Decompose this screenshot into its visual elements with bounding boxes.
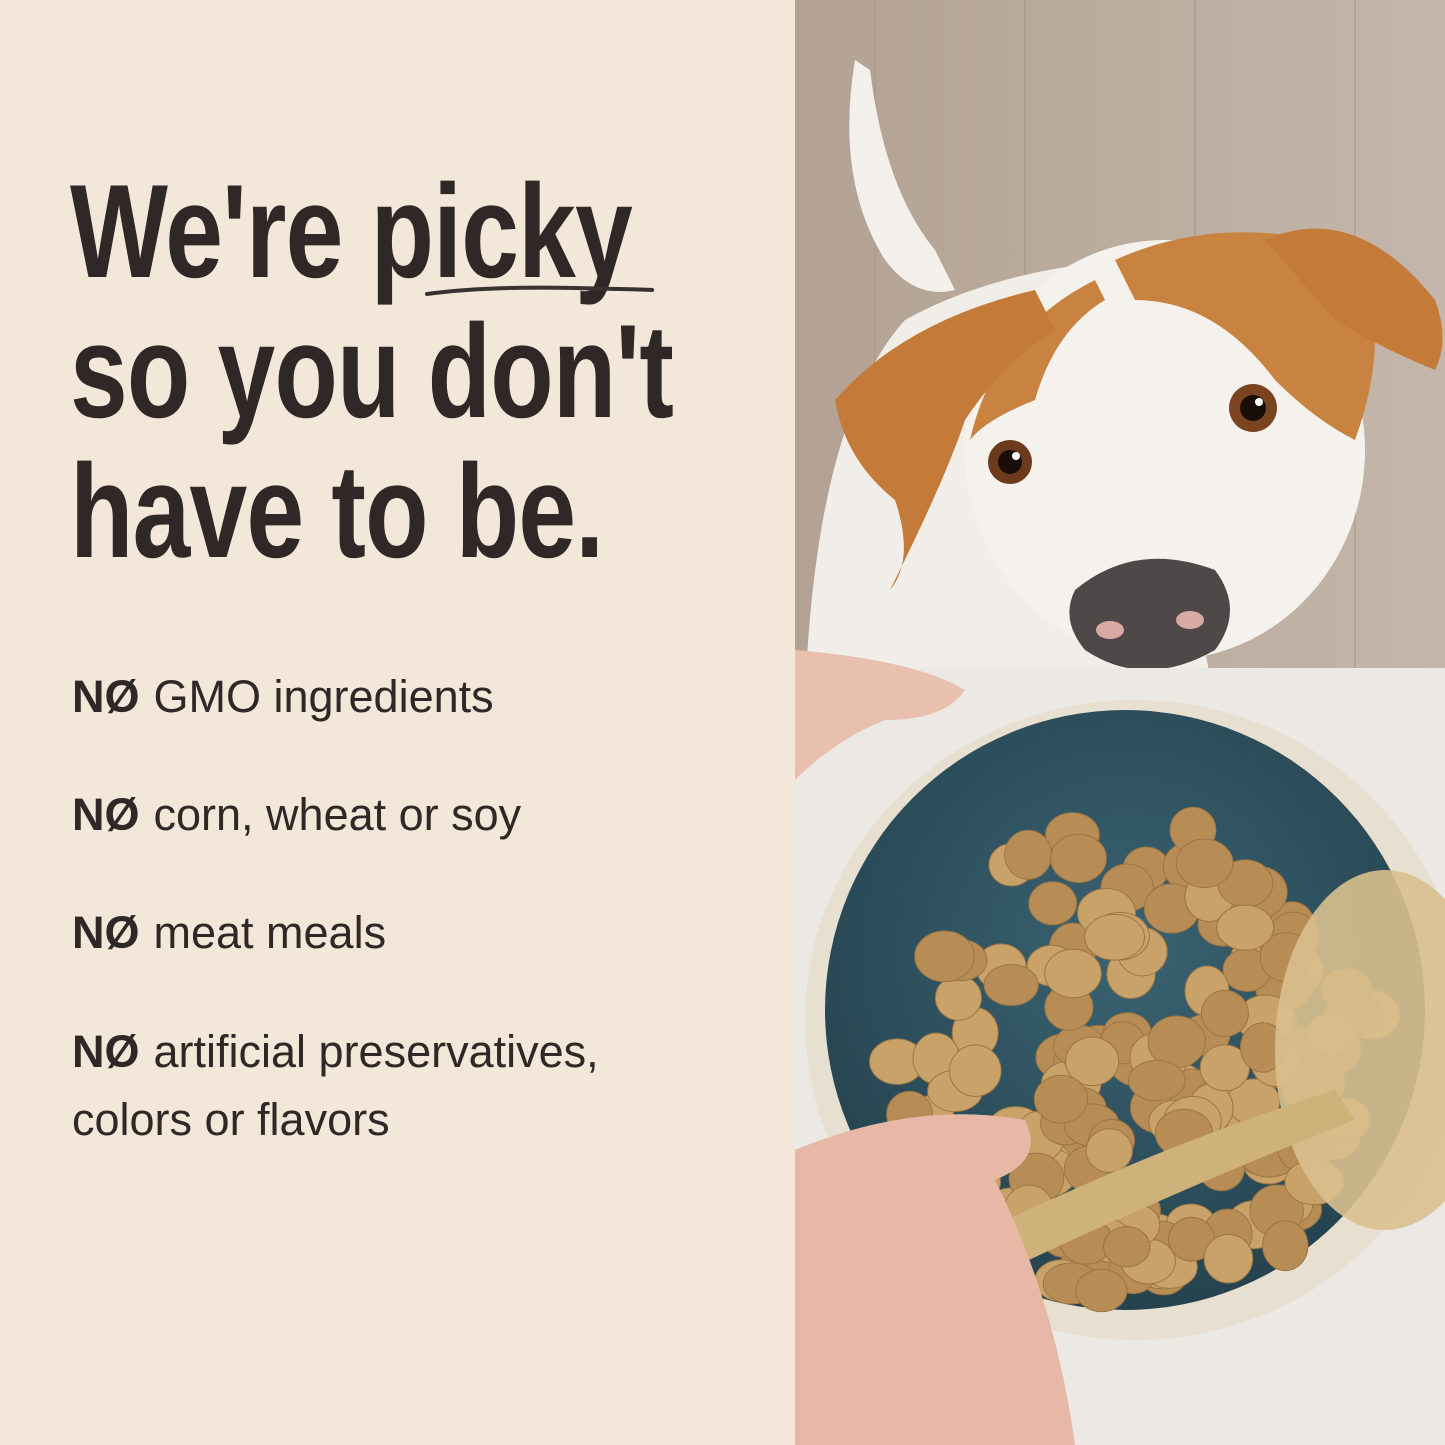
no-prefix: NØ bbox=[72, 1026, 140, 1077]
dog-food-illustration bbox=[795, 0, 1445, 1445]
kibble-piece bbox=[1203, 1233, 1254, 1284]
text-panel: We're picky so you don't have to be. NØ G… bbox=[70, 162, 772, 1206]
kibble-piece bbox=[1262, 1220, 1309, 1272]
kibble-piece bbox=[1028, 881, 1078, 926]
headline: We're picky so you don't have to be. bbox=[70, 162, 772, 582]
claim-item: NØ meat meals bbox=[72, 900, 599, 966]
kibble-piece bbox=[1216, 904, 1275, 951]
kibble-piece bbox=[1128, 1059, 1186, 1102]
claim-item: NØ corn, wheat or soy bbox=[72, 782, 599, 848]
headline-emphasis: picky bbox=[370, 158, 633, 306]
no-prefix: NØ bbox=[72, 789, 140, 840]
kibble-piece bbox=[1085, 1128, 1133, 1173]
no-prefix: NØ bbox=[72, 907, 140, 958]
kibble-piece bbox=[914, 930, 975, 983]
headline-line-3: have to be. bbox=[70, 438, 604, 586]
kibble-piece bbox=[1004, 829, 1053, 880]
kibble-piece bbox=[1033, 1074, 1089, 1124]
brush-underline bbox=[425, 285, 654, 296]
claim-text: meat meals bbox=[153, 907, 387, 958]
kibble-piece bbox=[1200, 989, 1249, 1038]
no-prefix: NØ bbox=[72, 671, 140, 722]
claim-text: GMO ingredients bbox=[153, 671, 494, 722]
kibble-piece bbox=[1175, 838, 1234, 888]
dog-photo bbox=[795, 0, 1445, 1445]
kibble-piece bbox=[1075, 1269, 1128, 1313]
kibble-piece bbox=[1084, 913, 1146, 961]
kibble-piece bbox=[1044, 948, 1102, 999]
headline-line-2: so you don't bbox=[70, 298, 674, 446]
claim-text: corn, wheat or soy bbox=[153, 789, 522, 840]
claims-list: NØ GMO ingredients NØ corn, wheat or soy N… bbox=[72, 664, 599, 1206]
kibble-piece bbox=[1199, 1044, 1250, 1092]
kibble-piece bbox=[1147, 1015, 1206, 1069]
claim-item: NØ artificial preservatives, colors or fla… bbox=[72, 1018, 599, 1154]
kibble-piece bbox=[934, 975, 982, 1021]
claim-text-continued: colors or flavors bbox=[72, 1094, 390, 1145]
headline-line-1: We're picky bbox=[70, 162, 772, 302]
kibble-piece bbox=[1050, 833, 1107, 883]
claim-item: NØ GMO ingredients bbox=[72, 664, 599, 730]
claim-text: artificial preservatives, bbox=[153, 1026, 599, 1077]
headline-text: We're bbox=[70, 158, 371, 306]
kibble-piece bbox=[983, 963, 1039, 1007]
kibble-piece bbox=[949, 1044, 1002, 1097]
kibble-piece bbox=[1065, 1036, 1120, 1087]
kibble-piece bbox=[1103, 1226, 1151, 1268]
